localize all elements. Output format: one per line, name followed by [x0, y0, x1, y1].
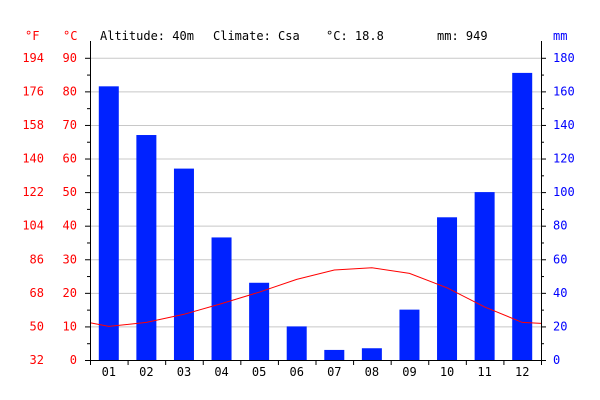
gridlines	[90, 57, 541, 328]
mm-tick-label: 140	[553, 118, 575, 132]
fahrenheit-tick-label: 176	[22, 84, 44, 98]
month-tick-label: 04	[214, 365, 228, 379]
fahrenheit-tick-label: 140	[22, 152, 44, 166]
info-climate: Climate: Csa	[213, 29, 300, 43]
fahrenheit-tick-label: 194	[22, 51, 44, 65]
fahrenheit-tick-label: 32	[30, 353, 44, 367]
precipitation-bar	[249, 282, 270, 360]
celsius-tick-label: 50	[63, 185, 77, 199]
celsius-tick-label: 60	[63, 152, 77, 166]
precipitation-bars	[98, 72, 533, 361]
precipitation-bar	[437, 217, 458, 360]
celsius-tick-label: 10	[63, 319, 77, 333]
mm-tick-label: 60	[553, 252, 567, 266]
month-tick-label: 08	[365, 365, 379, 379]
axes	[85, 41, 546, 365]
month-tick-label: 03	[177, 365, 191, 379]
fahrenheit-tick-label: 68	[30, 286, 44, 300]
precipitation-bar	[324, 349, 345, 360]
mm-tick-label: 120	[553, 152, 575, 166]
info-altitude: Altitude: 40m	[100, 29, 194, 43]
month-tick-label: 06	[289, 365, 303, 379]
month-tick-label: 01	[102, 365, 116, 379]
precipitation-bar	[399, 309, 420, 360]
celsius-tick-label: 20	[63, 286, 77, 300]
mm-tick-label: 80	[553, 219, 567, 233]
celsius-tick-label: 40	[63, 219, 77, 233]
precipitation-bar	[361, 348, 382, 360]
precipitation-bar	[512, 72, 533, 361]
info-temperature: °C: 18.8	[326, 29, 384, 43]
precipitation-bar	[211, 237, 232, 360]
celsius-unit-label: °C	[63, 29, 77, 43]
temperature-line	[89, 267, 542, 327]
month-tick-label: 09	[402, 365, 416, 379]
fahrenheit-unit-label: °F	[25, 29, 39, 43]
month-tick-label: 10	[440, 365, 454, 379]
month-tick-label: 07	[327, 365, 341, 379]
mm-tick-label: 20	[553, 319, 567, 333]
month-tick-label: 02	[139, 365, 153, 379]
mm-unit-label: mm	[553, 29, 567, 43]
fahrenheit-tick-labels: 32 50 68 86 104 122 140 158 176 194	[22, 51, 44, 367]
mm-tick-label: 0	[553, 353, 560, 367]
fahrenheit-tick-label: 158	[22, 118, 44, 132]
month-tick-labels: 01 02 03 04 05 06 07 08 09 10 11 12	[102, 365, 530, 379]
celsius-tick-labels: 0 10 20 30 40 50 60 70 80 90	[63, 51, 77, 367]
month-tick-label: 05	[252, 365, 266, 379]
celsius-tick-label: 0	[70, 353, 77, 367]
mm-tick-label: 40	[553, 286, 567, 300]
month-tick-label: 12	[515, 365, 529, 379]
fahrenheit-tick-label: 50	[30, 319, 44, 333]
fahrenheit-tick-label: 104	[22, 219, 44, 233]
celsius-tick-label: 30	[63, 252, 77, 266]
precipitation-bar	[474, 192, 495, 360]
fahrenheit-tick-label: 86	[30, 252, 44, 266]
mm-tick-label: 160	[553, 84, 575, 98]
celsius-tick-label: 80	[63, 84, 77, 98]
precipitation-bar	[136, 135, 157, 360]
precipitation-bar	[173, 168, 194, 360]
precipitation-bar	[98, 86, 119, 361]
mm-tick-label: 180	[553, 51, 575, 65]
mm-tick-label: 100	[553, 185, 575, 199]
precipitation-bar	[286, 326, 307, 360]
month-tick-label: 11	[477, 365, 491, 379]
fahrenheit-tick-label: 122	[22, 185, 44, 199]
info-precipitation: mm: 949	[437, 29, 488, 43]
mm-tick-labels: 0 20 40 60 80 100 120 140 160 180	[553, 51, 575, 367]
celsius-tick-label: 70	[63, 118, 77, 132]
celsius-tick-label: 90	[63, 51, 77, 65]
